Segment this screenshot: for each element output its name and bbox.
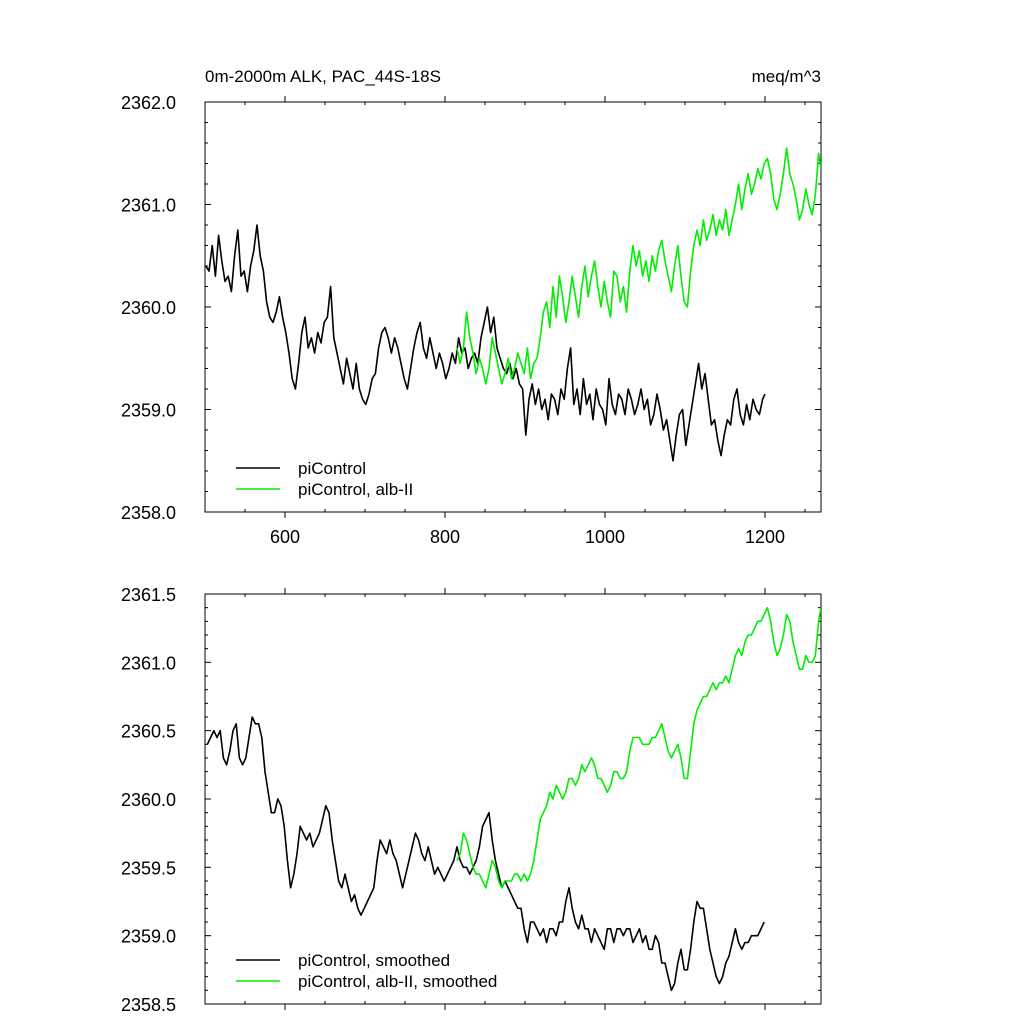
- series-line-picontrol-alb-ii: [456, 147, 821, 385]
- x-tick-label: 1200: [745, 527, 785, 547]
- y-tick-label: 2359.0: [121, 401, 176, 421]
- y-tick-label: 2361.0: [121, 653, 176, 673]
- y-tick-label: 2361.5: [121, 585, 176, 605]
- series-line-picontrol-alb-ii-smoothed: [456, 606, 821, 889]
- y-tick-label: 2360.0: [121, 790, 176, 810]
- chart-title-right: meq/m^3: [752, 67, 821, 86]
- y-tick-label: 2360.0: [121, 298, 176, 318]
- legend-label: piControl: [298, 459, 366, 478]
- x-tick-label: 600: [270, 527, 300, 547]
- legend-label: piControl, alb-II, smoothed: [298, 972, 497, 991]
- plot-frame: [204, 101, 822, 513]
- legend-label: piControl, smoothed: [298, 951, 450, 970]
- x-tick-label: 800: [430, 527, 460, 547]
- y-tick-label: 2359.0: [121, 927, 176, 947]
- x-tick-label: 1000: [585, 527, 625, 547]
- y-tick-label: 2358.5: [121, 995, 176, 1015]
- chart-title-left: 0m-2000m ALK, PAC_44S-18S: [205, 67, 441, 86]
- y-tick-label: 2362.0: [121, 93, 176, 113]
- y-tick-label: 2360.5: [121, 722, 176, 742]
- legend-label: piControl, alb-II: [298, 480, 413, 499]
- plot-frame: [204, 593, 822, 1005]
- series-line-picontrol-smoothed: [206, 716, 765, 992]
- y-tick-label: 2358.0: [121, 503, 176, 523]
- y-tick-label: 2361.0: [121, 196, 176, 216]
- y-tick-label: 2359.5: [121, 858, 176, 878]
- top-panel: 600 800 1000 1200 2358.0 2359.0 2360.0 2361.0 23…: [121, 93, 822, 547]
- series-line-picontrol: [205, 224, 766, 462]
- bottom-panel: 2358.5 2359.0 2359.5 2360.0 2360.5 2361.0 2361…: [121, 585, 822, 1015]
